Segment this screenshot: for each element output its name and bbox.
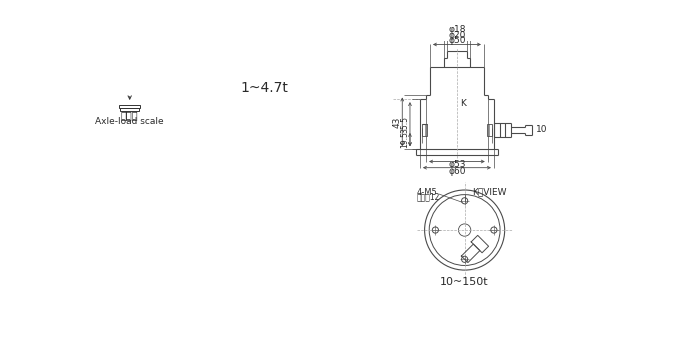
Text: K向VIEW: K向VIEW	[473, 187, 507, 196]
Text: 1~4.7t: 1~4.7t	[240, 81, 288, 95]
Bar	[486, 124, 492, 136]
Text: 10~150t: 10~150t	[440, 277, 489, 287]
Bar	[422, 124, 427, 136]
Text: 10: 10	[536, 126, 547, 135]
Bar	[121, 108, 139, 111]
Text: K: K	[460, 99, 466, 108]
Text: φ20: φ20	[448, 31, 466, 40]
Text: φ18: φ18	[448, 25, 466, 34]
Text: 深孔深12: 深孔深12	[417, 193, 440, 201]
Text: Axle-load scale: Axle-load scale	[95, 117, 164, 126]
Text: φ60: φ60	[448, 167, 466, 176]
Text: 4-M5: 4-M5	[417, 188, 438, 197]
Bar	[119, 105, 140, 108]
Text: φ53: φ53	[448, 160, 466, 169]
Text: 35.5: 35.5	[400, 116, 409, 133]
Text: 轴重称: 轴重称	[121, 110, 138, 120]
Text: φ50: φ50	[448, 36, 466, 45]
Text: 43: 43	[393, 116, 401, 128]
Text: 19.5: 19.5	[400, 131, 409, 148]
